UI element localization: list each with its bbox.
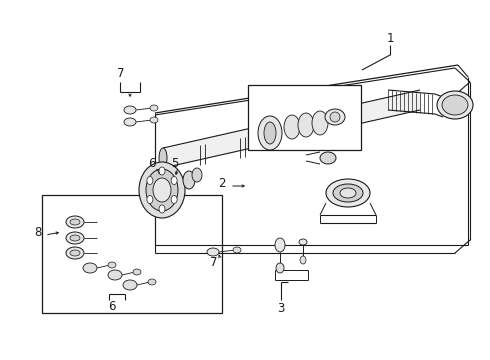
Ellipse shape (66, 247, 84, 259)
Ellipse shape (298, 113, 314, 137)
Ellipse shape (148, 279, 156, 285)
Ellipse shape (276, 263, 284, 273)
Ellipse shape (171, 176, 177, 185)
Text: 4: 4 (354, 113, 362, 126)
Ellipse shape (133, 269, 141, 275)
Ellipse shape (66, 232, 84, 244)
Ellipse shape (340, 188, 356, 198)
Text: 5: 5 (172, 157, 179, 170)
Ellipse shape (183, 171, 195, 189)
Ellipse shape (150, 117, 158, 123)
Bar (248, 85, 361, 150)
Ellipse shape (171, 195, 177, 203)
Ellipse shape (264, 122, 276, 144)
Ellipse shape (159, 167, 165, 175)
Ellipse shape (330, 112, 340, 122)
Ellipse shape (66, 216, 84, 228)
Ellipse shape (442, 95, 468, 115)
Text: 3: 3 (277, 302, 285, 315)
Ellipse shape (124, 118, 136, 126)
Ellipse shape (300, 256, 306, 264)
Ellipse shape (159, 148, 167, 168)
Text: 7: 7 (210, 256, 218, 269)
Text: 8: 8 (34, 225, 42, 239)
Ellipse shape (207, 248, 219, 256)
Ellipse shape (275, 238, 285, 252)
Ellipse shape (124, 106, 136, 114)
Ellipse shape (147, 195, 153, 203)
Ellipse shape (320, 152, 336, 164)
Ellipse shape (70, 235, 80, 241)
Text: 2: 2 (218, 176, 226, 189)
Ellipse shape (312, 111, 328, 135)
Text: 1: 1 (386, 32, 394, 45)
Ellipse shape (150, 105, 158, 111)
Ellipse shape (333, 184, 363, 202)
Ellipse shape (299, 239, 307, 245)
Text: 6: 6 (148, 157, 156, 170)
Ellipse shape (139, 162, 185, 218)
Ellipse shape (83, 263, 97, 273)
Ellipse shape (258, 116, 282, 150)
Polygon shape (163, 90, 420, 168)
Text: 6: 6 (108, 301, 116, 314)
Ellipse shape (326, 179, 370, 207)
Ellipse shape (192, 168, 202, 182)
Bar (42, 195, 222, 313)
Ellipse shape (70, 219, 80, 225)
Ellipse shape (284, 115, 300, 139)
Text: 7: 7 (117, 67, 125, 80)
Ellipse shape (159, 205, 165, 213)
Ellipse shape (325, 109, 345, 125)
Ellipse shape (70, 250, 80, 256)
Ellipse shape (147, 176, 153, 185)
Ellipse shape (437, 91, 473, 119)
Ellipse shape (146, 169, 178, 211)
Ellipse shape (153, 178, 171, 202)
Ellipse shape (108, 270, 122, 280)
Ellipse shape (108, 262, 116, 268)
Ellipse shape (123, 280, 137, 290)
Ellipse shape (233, 247, 241, 253)
